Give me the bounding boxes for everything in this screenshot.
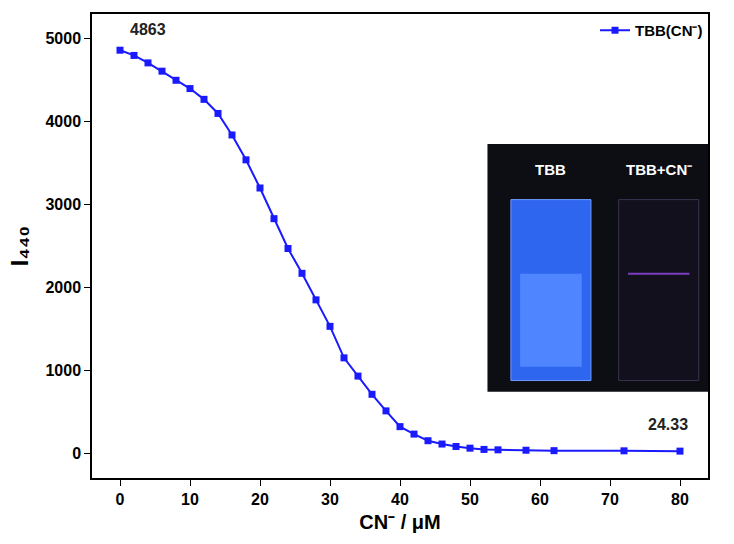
svg-text:5000: 5000	[45, 30, 81, 47]
svg-text:2000: 2000	[45, 279, 81, 296]
svg-text:3000: 3000	[45, 196, 81, 213]
svg-text:TBB(CN⁻): TBB(CN⁻)	[635, 22, 702, 39]
svg-text:4863: 4863	[130, 21, 166, 38]
svg-text:0: 0	[72, 445, 81, 462]
svg-text:70: 70	[601, 491, 619, 508]
svg-text:40: 40	[391, 491, 409, 508]
svg-text:1000: 1000	[45, 362, 81, 379]
svg-text:20: 20	[251, 491, 269, 508]
svg-text:TBB: TBB	[535, 161, 566, 178]
svg-text:60: 60	[531, 491, 549, 508]
svg-text:24.33: 24.33	[648, 416, 688, 433]
svg-text:30: 30	[321, 491, 339, 508]
svg-text:80: 80	[671, 491, 689, 508]
svg-text:10: 10	[181, 491, 199, 508]
svg-text:TBB+CN⁻: TBB+CN⁻	[626, 161, 692, 178]
svg-text:CN⁻ / μM: CN⁻ / μM	[359, 511, 440, 533]
svg-text:50: 50	[461, 491, 479, 508]
svg-text:I₄₄₀: I₄₄₀	[6, 226, 33, 266]
svg-text:0: 0	[116, 491, 125, 508]
svg-text:4000: 4000	[45, 113, 81, 130]
